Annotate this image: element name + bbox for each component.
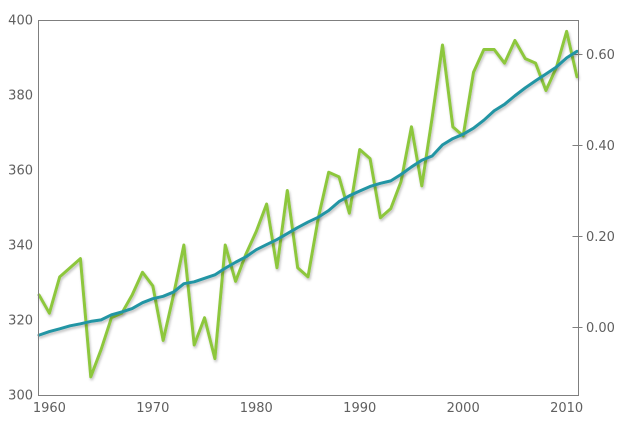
plot-border	[38, 20, 579, 396]
teal-smooth-line	[37, 49, 579, 337]
y-axis-right-tick-label: 0.60	[586, 48, 615, 63]
green-jagged-line	[37, 29, 579, 379]
axis-labels: 300 320 340 360 380 400 0.00 0.20 0.40 0.60 1960 19…	[8, 14, 615, 417]
x-axis-tick-label: 1980	[240, 401, 273, 416]
y-axis-left-tick-label: 340	[8, 239, 33, 254]
x-axis-tick-label: 2010	[550, 401, 583, 416]
x-axis-tick-label: 1990	[343, 401, 376, 416]
y-axis-left-tick-label: 360	[8, 164, 33, 179]
axis-ticks	[572, 54, 583, 328]
y-axis-left-tick-label: 300	[8, 389, 33, 404]
y-axis-left-tick-label: 380	[8, 89, 33, 104]
x-axis-tick-label: 1970	[136, 401, 169, 416]
series-lines	[37, 29, 579, 379]
x-axis-tick-label: 2000	[447, 401, 480, 416]
y-axis-right-tick-label: 0.40	[586, 139, 615, 154]
x-axis-tick-label: 1960	[33, 401, 66, 416]
y-axis-left-tick-label: 320	[8, 314, 33, 329]
y-axis-right-tick-label: 0.20	[586, 230, 615, 245]
y-axis-right-tick-label: 0.00	[586, 321, 615, 336]
y-axis-left-tick-label: 400	[8, 14, 33, 29]
